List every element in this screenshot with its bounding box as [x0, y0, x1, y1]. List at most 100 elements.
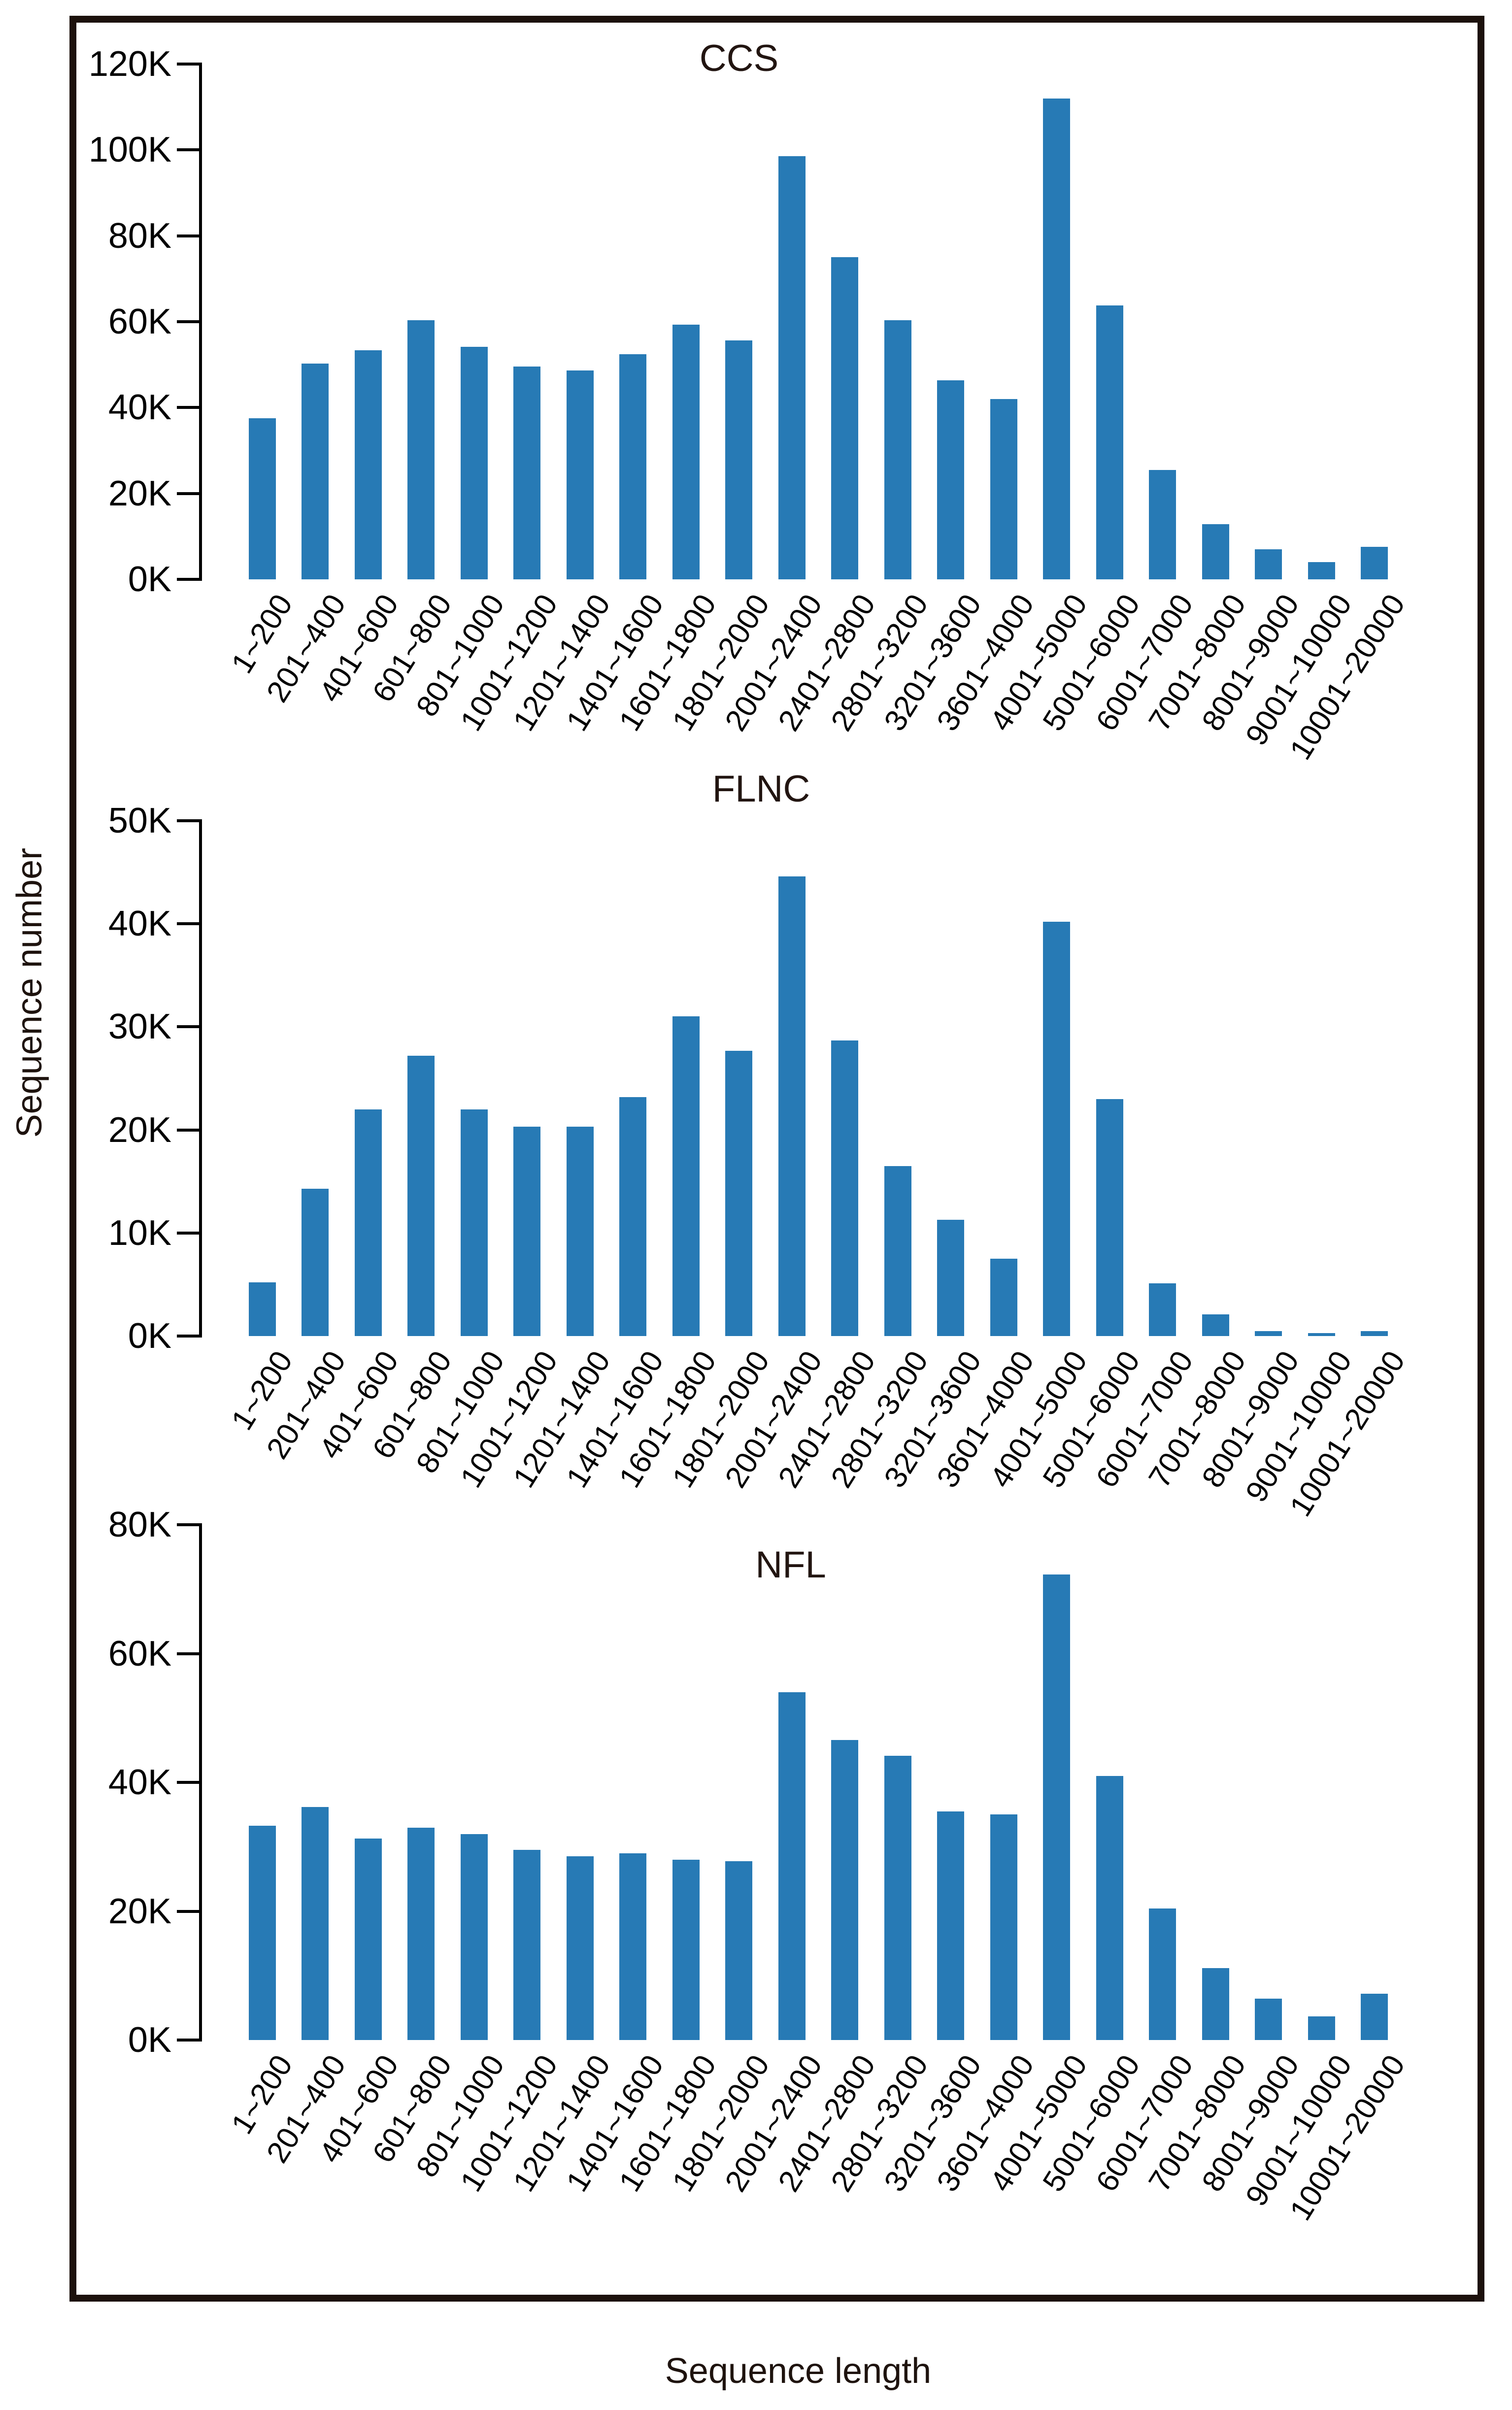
bar: [1043, 1574, 1070, 2040]
bar: [355, 1109, 382, 1336]
bar: [778, 1692, 806, 2040]
bar: [1361, 547, 1388, 579]
bar: [1308, 1333, 1335, 1336]
bar: [884, 1756, 911, 2040]
bar: [831, 257, 858, 579]
bar: [990, 399, 1017, 579]
bar: [355, 1839, 382, 2040]
bar: [990, 1259, 1017, 1336]
y-tick-label: 0K: [128, 2020, 171, 2060]
y-tick: [177, 1232, 199, 1235]
figure-border: [69, 16, 1484, 2302]
y-tick-label: 40K: [108, 1763, 171, 1802]
bar: [619, 1097, 646, 1336]
bar: [461, 1834, 488, 2040]
bar: [1255, 1331, 1282, 1336]
y-tick: [177, 234, 199, 237]
bar: [937, 1811, 964, 2040]
bar: [513, 1127, 540, 1336]
bar: [831, 1040, 858, 1336]
y-axis-line: [199, 819, 202, 1338]
bar: [1043, 99, 1070, 579]
bar: [937, 1220, 964, 1336]
bar: [672, 325, 700, 579]
bar: [461, 1109, 488, 1336]
y-tick-label: 80K: [108, 1505, 171, 1544]
y-tick: [177, 1910, 199, 1913]
bar: [302, 1807, 329, 2040]
y-tick-label: 20K: [108, 474, 171, 513]
bar: [249, 418, 276, 579]
bar: [619, 354, 646, 579]
y-axis-line: [199, 63, 202, 581]
bar: [1202, 1314, 1229, 1336]
bar: [1096, 1776, 1123, 2040]
bar: [725, 1861, 752, 2040]
bar: [1096, 305, 1123, 579]
bar: [1308, 2016, 1335, 2040]
bar: [1361, 1331, 1388, 1336]
y-tick-label: 60K: [108, 1634, 171, 1674]
y-tick-label: 20K: [108, 1892, 171, 1931]
y-tick-label: 0K: [128, 560, 171, 599]
y-tick: [177, 578, 199, 581]
bar: [1255, 1999, 1282, 2040]
bar: [567, 1127, 594, 1336]
y-tick-label: 80K: [108, 216, 171, 256]
bar: [725, 1051, 752, 1336]
y-tick: [177, 2039, 199, 2042]
bar: [778, 876, 806, 1336]
bar: [1043, 922, 1070, 1336]
y-tick: [177, 1025, 199, 1028]
bar: [513, 367, 540, 579]
bar: [407, 1828, 435, 2040]
y-tick-label: 20K: [108, 1110, 171, 1150]
bar: [672, 1016, 700, 1336]
bar: [1149, 1283, 1176, 1336]
bar: [619, 1853, 646, 2040]
bar: [672, 1860, 700, 2040]
bar: [513, 1850, 540, 2040]
y-tick-label: 0K: [128, 1316, 171, 1356]
bar: [1202, 524, 1229, 579]
y-tick-label: 40K: [108, 388, 171, 427]
y-tick: [177, 148, 199, 151]
bar: [249, 1826, 276, 2040]
bar: [990, 1814, 1017, 2040]
bar: [1096, 1099, 1123, 1336]
y-tick-label: 100K: [88, 130, 171, 169]
y-tick-label: 10K: [108, 1213, 171, 1253]
x-axis-title: Sequence length: [665, 2351, 932, 2391]
y-tick: [177, 63, 199, 66]
y-tick: [177, 1523, 199, 1526]
bar: [778, 156, 806, 579]
bar: [884, 320, 911, 579]
y-tick: [177, 406, 199, 409]
y-axis-line: [199, 1523, 202, 2042]
bar: [725, 340, 752, 579]
y-tick-label: 40K: [108, 904, 171, 943]
y-tick: [177, 320, 199, 323]
bar: [461, 347, 488, 579]
bar: [249, 1282, 276, 1336]
y-tick: [177, 1335, 199, 1338]
bar: [355, 350, 382, 579]
bar: [1308, 562, 1335, 579]
chart-title-flnc: FLNC: [712, 768, 810, 810]
bar: [407, 320, 435, 579]
y-tick-label: 60K: [108, 302, 171, 341]
bar: [1149, 470, 1176, 579]
y-tick: [177, 922, 199, 925]
y-tick-label: 120K: [88, 44, 171, 84]
y-tick: [177, 1781, 199, 1784]
bar: [1149, 1908, 1176, 2040]
y-tick: [177, 1652, 199, 1655]
bar: [831, 1740, 858, 2040]
bar: [567, 370, 594, 579]
bar: [302, 1189, 329, 1336]
bar: [1255, 549, 1282, 579]
